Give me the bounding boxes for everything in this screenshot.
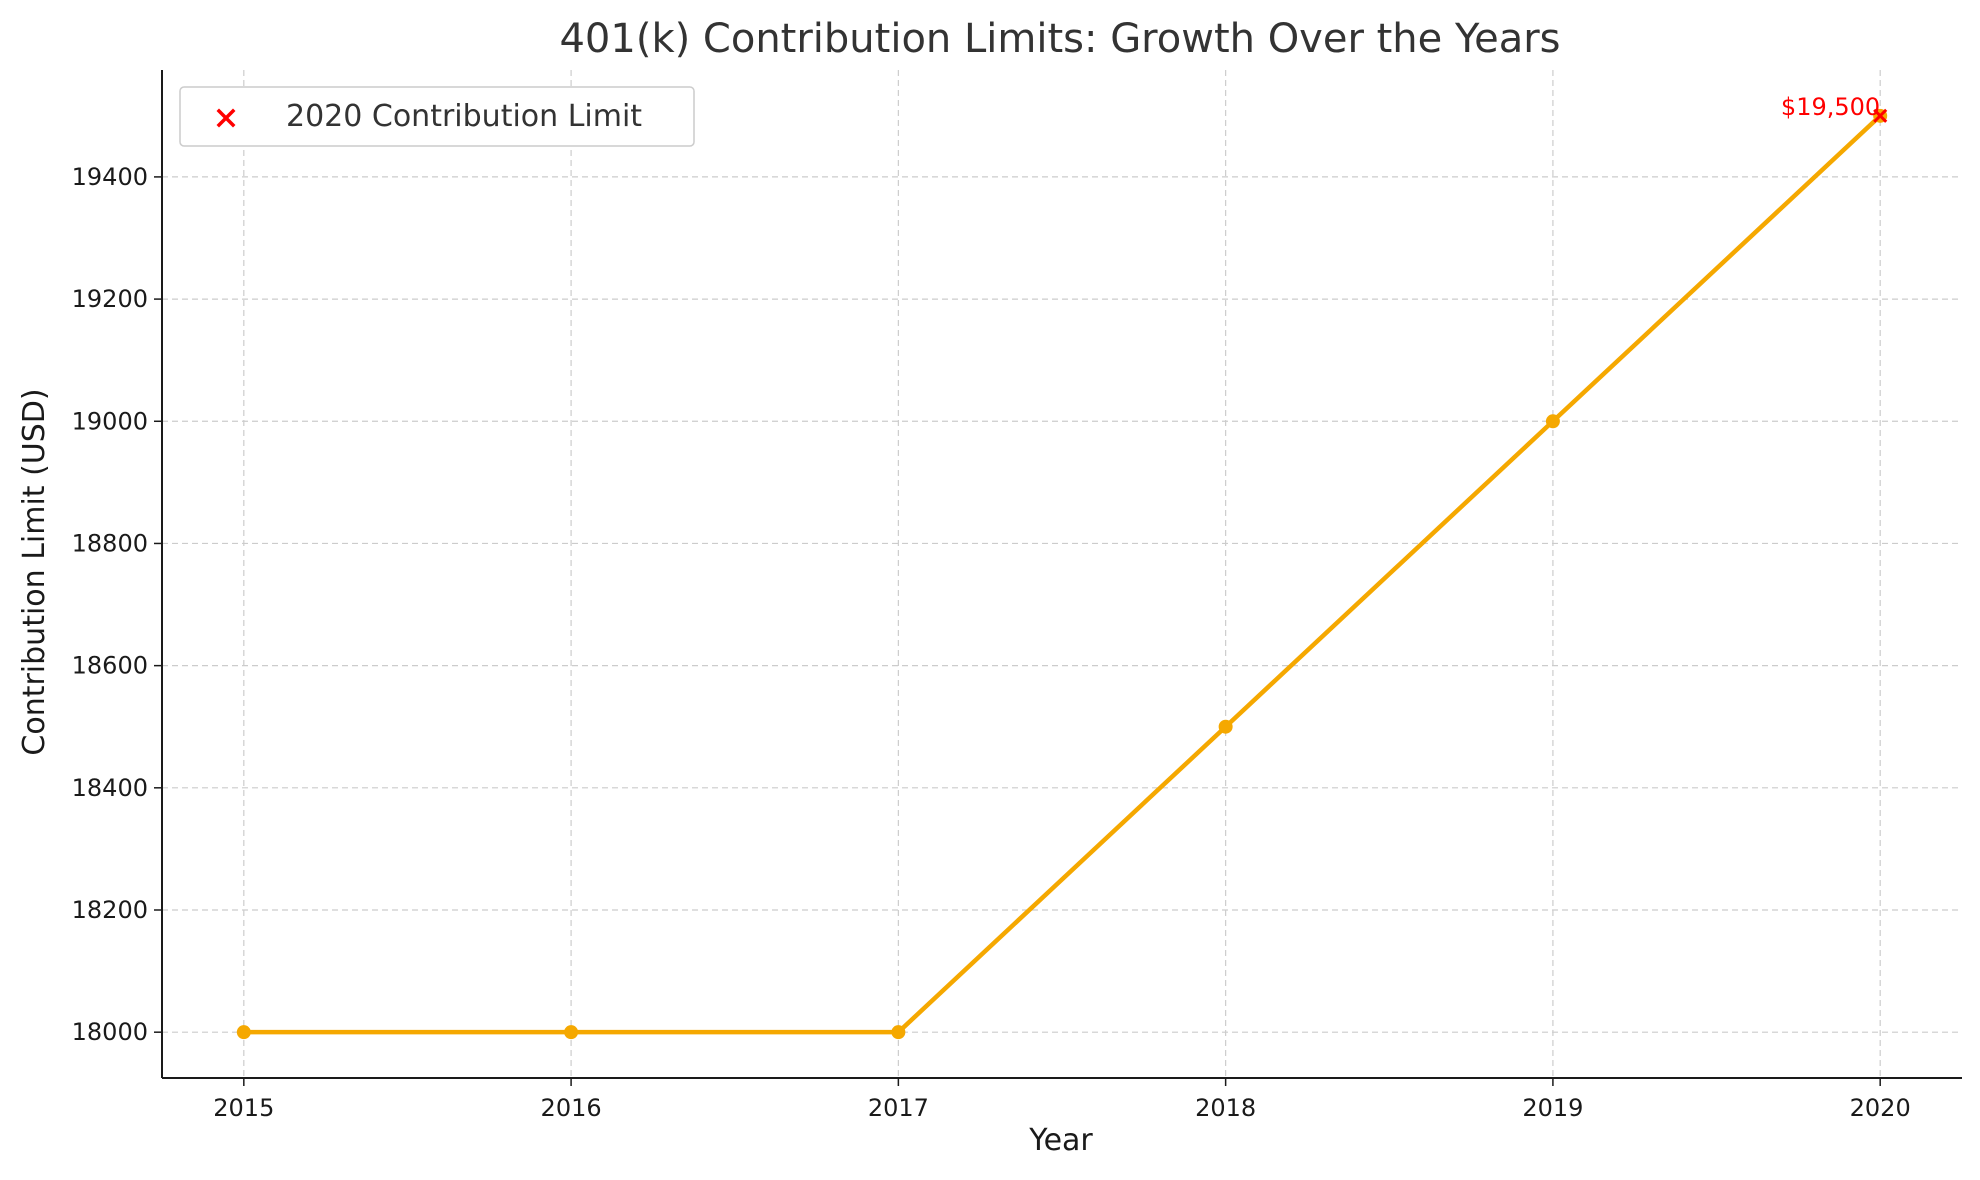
x-tick-label: 2019 [1522, 1094, 1583, 1122]
x-tick-label: 2015 [213, 1094, 274, 1122]
chart-title: 401(k) Contribution Limits: Growth Over … [559, 16, 1560, 62]
y-tick-labels: 18000 18200 18400 18600 18800 19000 19200 19400 [72, 163, 148, 1046]
y-tick-label: 18000 [72, 1018, 148, 1046]
data-point-marker [1218, 719, 1233, 734]
x-tick-labels: 2015 2016 2017 2018 2019 2020 [213, 1094, 1910, 1122]
x-tick-label: 2017 [868, 1094, 929, 1122]
y-tick-label: 18200 [72, 896, 148, 924]
x-tick-label: 2018 [1195, 1094, 1256, 1122]
data-label-2020: $19,500 [1781, 93, 1880, 121]
x-tick-label: 2020 [1850, 1094, 1911, 1122]
series-line [243, 114, 1882, 1035]
legend-box [179, 86, 695, 147]
y-tick-label: 18800 [72, 529, 148, 557]
y-tick-label: 19400 [72, 163, 148, 191]
legend-label: 2020 Contribution Limit [286, 99, 642, 134]
data-point-marker [891, 1025, 906, 1040]
data-point-marker [1545, 414, 1560, 429]
data-point-marker [236, 1025, 251, 1040]
data-point-marker [564, 1025, 579, 1040]
y-tick-label: 18600 [72, 652, 148, 680]
y-tick-label: 19000 [72, 407, 148, 435]
y-tick-label: 18400 [72, 774, 148, 802]
x-axis-title: Year [1028, 1123, 1093, 1158]
y-axis-title: Contribution Limit (USD) [17, 388, 52, 755]
legend: 2020 Contribution Limit [179, 86, 695, 147]
x-tick-label: 2016 [541, 1094, 602, 1122]
highlight [1873, 108, 1888, 123]
grid [162, 70, 1962, 1078]
series [236, 108, 1888, 1040]
highlight-marker-x [1873, 108, 1888, 123]
y-tick-label: 19200 [72, 285, 148, 313]
legend-marker-x-icon [216, 108, 236, 128]
axes [154, 70, 1962, 1086]
